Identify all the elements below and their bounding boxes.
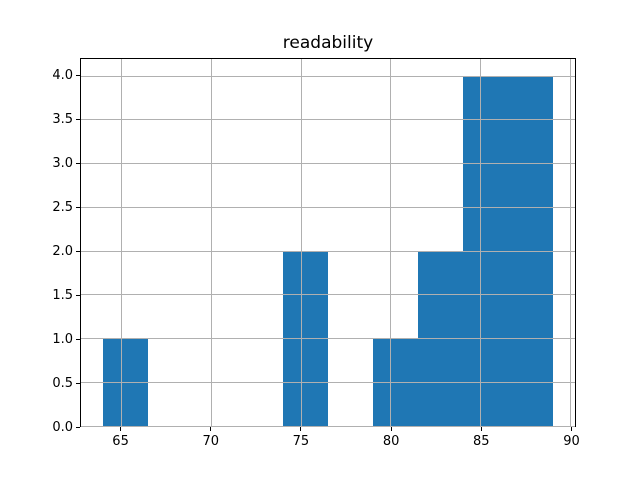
- x-tick-mark: [120, 427, 122, 432]
- bars-layer: [81, 59, 575, 427]
- x-tick-label: 90: [563, 433, 580, 449]
- x-tick-mark: [210, 427, 212, 432]
- y-tick-label: 0.5: [52, 375, 73, 391]
- x-tick-label: 85: [473, 433, 490, 449]
- y-tick-mark: [76, 426, 80, 428]
- histogram-bar: [507, 76, 553, 427]
- y-tick-label: 3.0: [52, 155, 73, 171]
- x-tick-mark: [480, 427, 482, 432]
- y-tick-mark: [76, 338, 80, 340]
- y-tick-mark: [76, 74, 80, 76]
- y-tick-mark: [76, 118, 80, 120]
- y-tick-label: 3.5: [52, 111, 73, 127]
- y-tick-mark: [76, 206, 80, 208]
- histogram-bar: [283, 251, 328, 427]
- chart-title: readability: [282, 33, 374, 53]
- y-tick-label: 0.0: [52, 419, 73, 435]
- histogram-bar: [372, 338, 418, 427]
- x-tick-mark: [300, 427, 302, 432]
- histogram-bar: [462, 76, 508, 427]
- x-tick-mark: [570, 427, 572, 432]
- x-tick-label: 80: [382, 433, 400, 449]
- y-tick-mark: [76, 250, 80, 252]
- x-tick-label: 65: [112, 433, 129, 449]
- x-tick-mark: [390, 427, 392, 432]
- y-tick-mark: [76, 162, 80, 164]
- x-tick-label: 70: [202, 433, 220, 449]
- histogram-bar: [417, 251, 463, 427]
- x-tick-label: 75: [292, 433, 310, 449]
- y-tick-mark: [76, 382, 80, 384]
- y-tick-mark: [76, 294, 80, 296]
- y-tick-label: 4.0: [52, 67, 73, 83]
- y-tick-label: 2.5: [52, 199, 73, 215]
- histogram-bar: [103, 338, 149, 427]
- y-tick-label: 1.5: [52, 287, 73, 303]
- y-tick-label: 2.0: [52, 243, 73, 259]
- axes: [80, 57, 576, 428]
- y-tick-label: 1.0: [52, 331, 73, 347]
